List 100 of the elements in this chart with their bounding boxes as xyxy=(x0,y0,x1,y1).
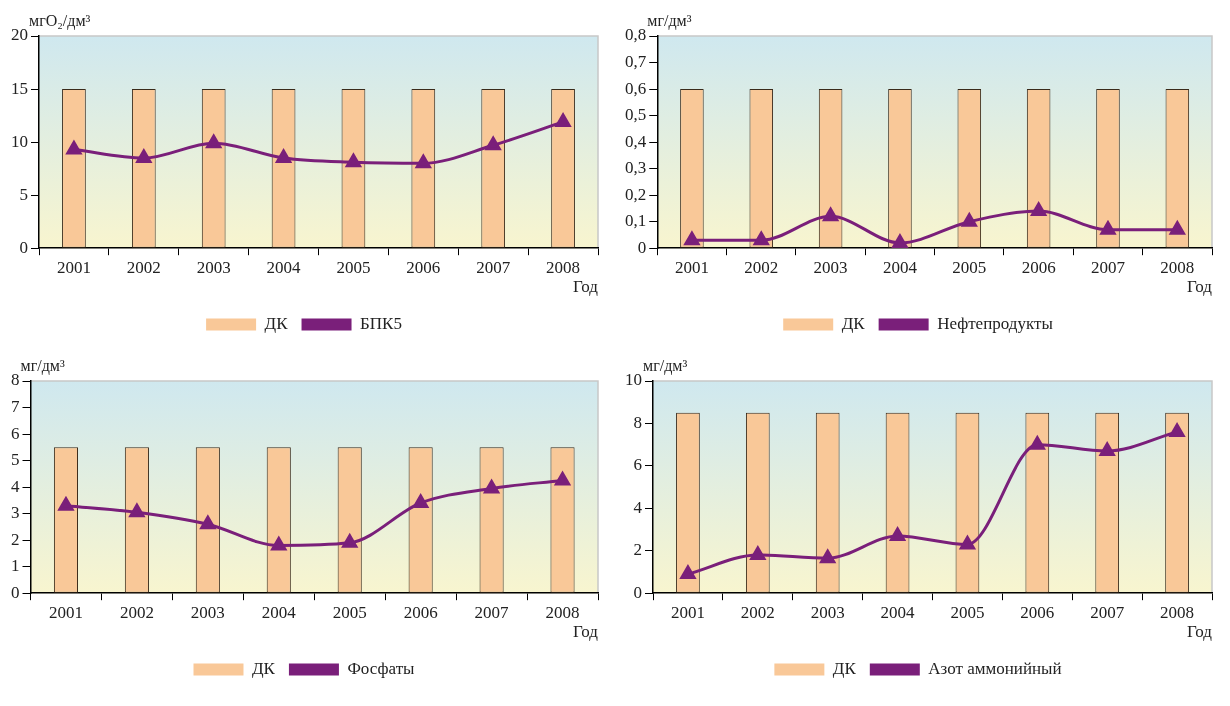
x-tick-label: 2001 xyxy=(674,257,709,277)
point xyxy=(345,153,361,168)
x-tick-label: 2007 xyxy=(1090,257,1126,277)
x-tick-label: 2004 xyxy=(882,257,918,277)
y-axis-title: мг/дм³ xyxy=(20,357,65,376)
x-axis-title: Год xyxy=(573,277,599,297)
x-tick-label: 2003 xyxy=(810,602,845,622)
x-tick-label: 2002 xyxy=(740,602,775,622)
x-tick-label: 2008 xyxy=(546,257,581,277)
x-tick-label: 2006 xyxy=(1021,257,1056,277)
y-tick-label: 2 xyxy=(633,540,642,560)
point xyxy=(890,527,906,541)
y-tick-label: 0,2 xyxy=(625,184,647,204)
y-axis-title: мг/дм³ xyxy=(643,357,688,376)
y-tick-label: 6 xyxy=(11,423,20,443)
x-tick-label: 2008 xyxy=(1160,257,1195,277)
legend-label: Азот аммонийный xyxy=(928,658,1062,678)
point xyxy=(1100,221,1116,235)
x-axis-title: Год xyxy=(1187,277,1213,297)
y-tick-label: 3 xyxy=(11,503,20,523)
point xyxy=(684,231,700,246)
y-tick-label: 5 xyxy=(19,184,28,204)
y-tick-label: 8 xyxy=(11,370,20,390)
y-tick-label: 0,3 xyxy=(625,158,647,178)
x-tick-label: 2001 xyxy=(48,602,83,622)
point xyxy=(276,149,292,164)
point xyxy=(484,479,500,494)
y-tick-label: 0,4 xyxy=(625,131,647,151)
y-tick-label: 15 xyxy=(11,78,28,98)
point xyxy=(961,213,977,227)
point xyxy=(485,136,501,151)
point xyxy=(959,535,975,550)
legend-label: ДК xyxy=(832,658,857,678)
y-tick-label: 7 xyxy=(11,396,20,416)
x-tick-label: 2003 xyxy=(190,602,225,622)
legend-label: Нефтепродукты xyxy=(937,313,1054,333)
x-tick-label: 2005 xyxy=(950,602,985,622)
legend-label: БПК5 xyxy=(360,313,402,333)
x-tick-label: 2005 xyxy=(952,257,987,277)
legend-label: ДК xyxy=(841,313,866,333)
y-tick-label: 0,1 xyxy=(625,211,647,231)
x-tick-label: 2003 xyxy=(196,257,231,277)
y-tick-label: 5 xyxy=(11,450,20,470)
point xyxy=(66,141,82,155)
x-tick-label: 2005 xyxy=(336,257,371,277)
x-tick-label: 2002 xyxy=(126,257,161,277)
y-tick-label: 0 xyxy=(633,582,642,602)
x-tick-label: 2002 xyxy=(744,257,779,277)
point xyxy=(136,149,152,164)
point xyxy=(753,231,769,246)
point xyxy=(200,515,216,530)
point xyxy=(415,154,431,169)
x-tick-label: 2007 xyxy=(474,602,510,622)
x-tick-label: 2008 xyxy=(1160,602,1195,622)
x-tick-label: 2004 xyxy=(266,257,302,277)
y-tick-label: 0 xyxy=(637,237,647,257)
y-tick-label: 0,8 xyxy=(625,25,647,45)
y-tick-label: 8 xyxy=(633,412,642,432)
point xyxy=(555,113,571,127)
point xyxy=(1099,442,1115,457)
point xyxy=(823,207,839,222)
x-tick-label: 2005 xyxy=(332,602,367,622)
x-tick-label: 2006 xyxy=(403,602,438,622)
point xyxy=(680,565,696,580)
y-tick-label: 0,7 xyxy=(625,51,647,71)
x-tick-label: 2008 xyxy=(545,602,580,622)
point xyxy=(271,536,287,551)
y-tick-label: 20 xyxy=(11,25,28,45)
point xyxy=(413,494,429,509)
y-tick-label: 4 xyxy=(11,476,20,496)
point xyxy=(820,549,836,564)
legend-label: ДК xyxy=(264,313,289,333)
y-tick-label: 2 xyxy=(11,529,20,549)
point xyxy=(1169,221,1185,235)
y-tick-label: 6 xyxy=(633,455,642,475)
point xyxy=(342,534,358,548)
x-tick-label: 2004 xyxy=(880,602,916,622)
point xyxy=(1169,423,1185,437)
y-tick-label: 10 xyxy=(11,131,28,151)
y-tick-label: 0,5 xyxy=(625,105,647,125)
y-axis-title: мг/дм³ xyxy=(647,12,692,31)
y-tick-label: 0 xyxy=(19,237,28,257)
point xyxy=(206,134,222,149)
point xyxy=(1029,436,1045,450)
x-tick-label: 2002 xyxy=(119,602,154,622)
y-tick-label: 10 xyxy=(625,370,642,390)
y-tick-label: 4 xyxy=(633,497,643,517)
y-tick-label: 0 xyxy=(11,582,20,602)
x-tick-label: 2006 xyxy=(1020,602,1055,622)
point xyxy=(892,234,908,248)
point xyxy=(58,497,74,511)
y-axis-title: мгO₂/дм³ xyxy=(29,12,91,31)
y-tick-label: 1 xyxy=(11,556,20,576)
x-tick-label: 2006 xyxy=(406,257,441,277)
x-axis-title: Год xyxy=(573,622,599,642)
point xyxy=(554,471,571,486)
legend-label: Фосфаты xyxy=(347,658,416,678)
x-tick-label: 2003 xyxy=(813,257,848,277)
point xyxy=(129,503,145,518)
x-tick-label: 2007 xyxy=(476,257,511,277)
